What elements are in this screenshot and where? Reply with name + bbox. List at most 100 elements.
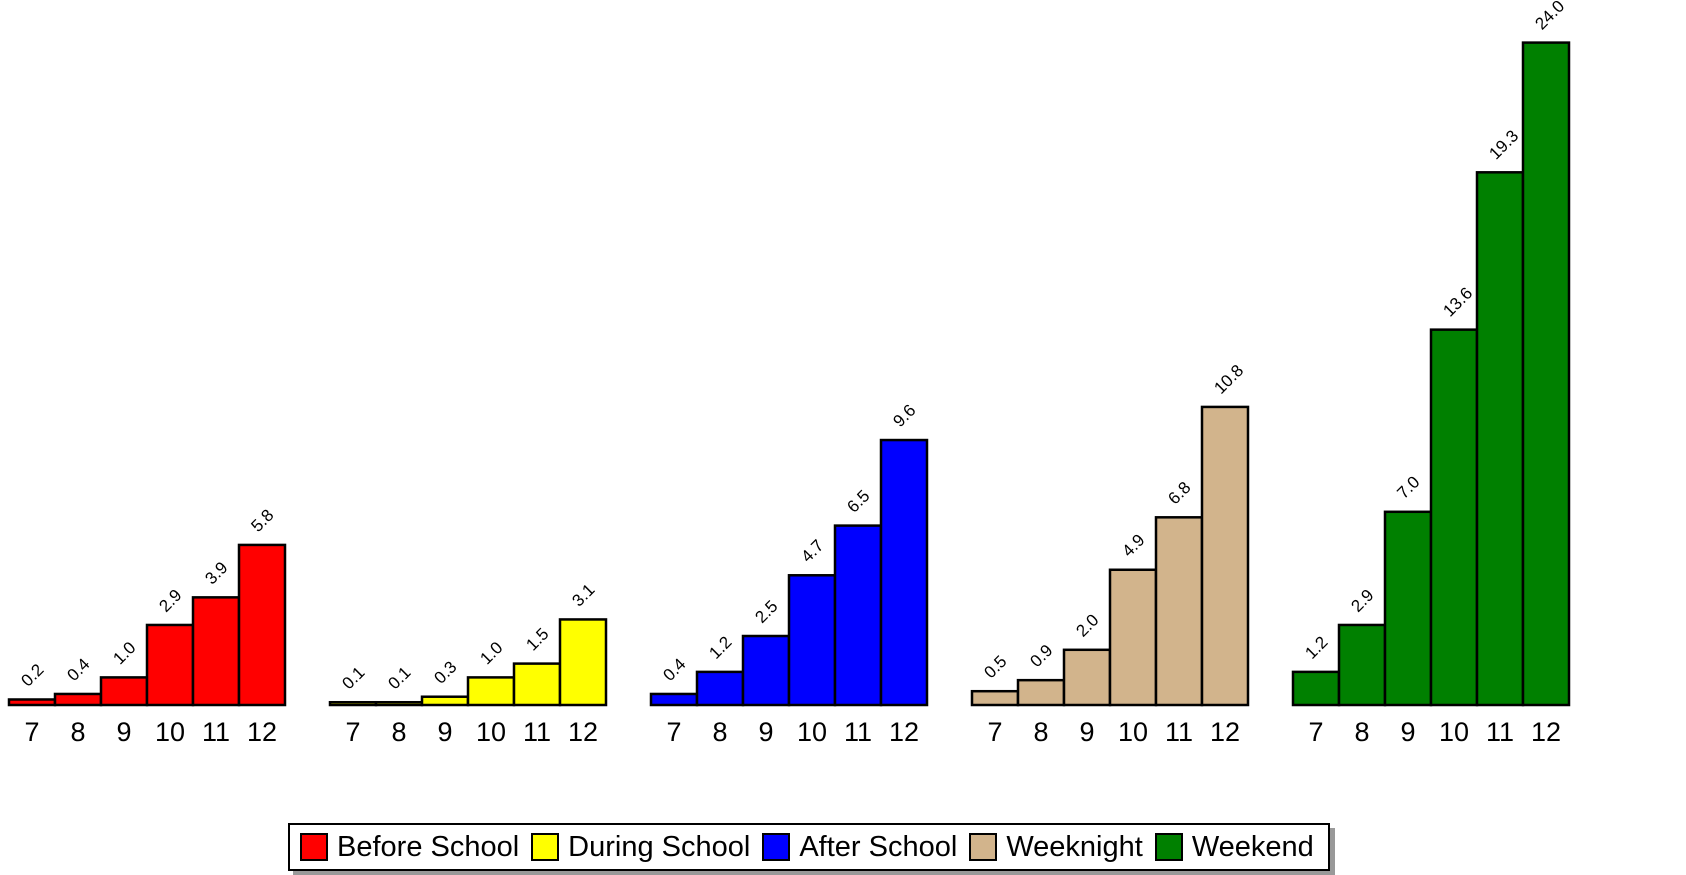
data-label: 6.5 (843, 486, 873, 516)
legend-item-weeknight: Weeknight (969, 831, 1143, 864)
bar-group-after-school: 0.4 7 1.2 8 2.5 9 4.7 10 6.5 11 9.6 12 (649, 401, 929, 747)
bar-during-school-9 (420, 695, 470, 707)
legend-label: Weeknight (1006, 830, 1143, 863)
data-label: 2.9 (1347, 586, 1377, 616)
data-label: 9.6 (889, 401, 919, 431)
x-tick-label: 9 (1400, 717, 1415, 747)
bar-weekend-11 (1475, 171, 1525, 707)
data-label: 3.1 (568, 580, 598, 610)
bar-weekend-9 (1383, 510, 1433, 707)
bar-before-school-9 (99, 676, 149, 707)
x-tick-label: 7 (24, 717, 39, 747)
x-tick-label: 11 (1486, 717, 1514, 747)
bar-after-school-7 (649, 692, 699, 707)
legend-swatch (969, 833, 998, 861)
legend-item-before-school: Before School (300, 831, 519, 864)
data-label: 24.0 (1531, 0, 1568, 33)
x-tick-label: 11 (202, 717, 230, 747)
x-tick-label: 8 (70, 717, 85, 747)
data-label: 19.3 (1485, 126, 1522, 163)
x-tick-label: 8 (391, 717, 406, 747)
x-tick-label: 12 (889, 717, 919, 747)
legend-swatch (1154, 833, 1183, 861)
legend-swatch (762, 833, 791, 861)
x-tick-label: 7 (1308, 717, 1323, 747)
data-label: 1.2 (705, 633, 735, 663)
data-label: 10.8 (1210, 361, 1247, 398)
legend-swatch (300, 833, 328, 861)
bar-after-school-8 (695, 670, 745, 707)
x-tick-label: 10 (1118, 717, 1148, 747)
x-tick-label: 7 (666, 717, 681, 747)
data-label: 5.8 (247, 506, 277, 536)
bar-after-school-11 (833, 524, 883, 707)
data-label: 2.0 (1072, 610, 1102, 640)
x-tick-label: 12 (1531, 717, 1561, 747)
x-tick-label: 11 (1165, 717, 1193, 747)
x-tick-label: 8 (1033, 717, 1048, 747)
bar-after-school-10 (787, 574, 837, 707)
legend-label: Before School (337, 830, 520, 863)
bar-weeknight-9 (1062, 648, 1112, 707)
legend-item-during-school: During School (531, 831, 750, 864)
x-tick-label: 11 (844, 717, 872, 747)
x-tick-label: 7 (987, 717, 1002, 747)
bar-weeknight-8 (1016, 678, 1066, 707)
data-label: 6.8 (1164, 478, 1194, 508)
bar-weekend-7 (1291, 670, 1341, 707)
bar-weekend-8 (1337, 623, 1387, 707)
data-label: 0.3 (430, 657, 460, 687)
data-label: 0.4 (63, 655, 93, 685)
x-tick-label: 10 (155, 717, 185, 747)
data-label: 4.9 (1118, 530, 1148, 560)
legend-label: Weekend (1191, 830, 1314, 863)
bar-before-school-8 (53, 692, 103, 707)
x-tick-label: 9 (437, 717, 452, 747)
data-label: 0.1 (384, 663, 414, 693)
data-label: 0.2 (17, 660, 47, 690)
x-tick-label: 8 (1354, 717, 1369, 747)
bar-weeknight-12 (1200, 405, 1250, 707)
bar-weeknight-10 (1108, 568, 1158, 707)
bar-during-school-7 (328, 700, 378, 707)
x-tick-label: 12 (1210, 717, 1240, 747)
bar-during-school-8 (374, 700, 424, 707)
bar-before-school-12 (237, 543, 287, 707)
data-label: 2.5 (751, 597, 781, 627)
x-tick-label: 10 (476, 717, 506, 747)
data-label: 2.9 (155, 586, 185, 616)
data-label: 1.0 (109, 638, 139, 668)
chart-legend: Before School During School After School We… (288, 823, 1330, 871)
bar-weeknight-7 (970, 689, 1020, 707)
bar-before-school-7 (7, 698, 57, 707)
x-tick-label: 12 (568, 717, 598, 747)
bar-group-weekend: 1.2 7 2.9 8 7.0 9 13.6 10 19.3 11 24.0 12 (1291, 0, 1571, 747)
data-label: 13.6 (1439, 284, 1476, 321)
legend-item-after-school: After School (762, 831, 957, 864)
bar-before-school-10 (145, 623, 195, 707)
data-label: 1.0 (476, 638, 506, 668)
legend-label: After School (799, 830, 958, 863)
x-tick-label: 7 (345, 717, 360, 747)
bar-during-school-12 (558, 618, 608, 707)
bar-during-school-10 (466, 676, 516, 707)
data-label: 0.9 (1026, 641, 1056, 671)
bar-before-school-11 (191, 596, 241, 707)
x-tick-label: 11 (523, 717, 551, 747)
x-tick-label: 9 (1079, 717, 1094, 747)
bar-group-weeknight: 0.5 7 0.9 8 2.0 9 4.9 10 6.8 11 10.8 12 (970, 361, 1250, 747)
x-tick-label: 10 (1439, 717, 1469, 747)
bar-group-during-school: 0.1 7 0.1 8 0.3 9 1.0 10 1.5 11 3.1 12 (328, 580, 608, 747)
x-tick-label: 9 (758, 717, 773, 747)
legend-label: During School (568, 830, 751, 863)
data-label: 0.1 (338, 663, 368, 693)
data-label: 4.7 (797, 536, 827, 566)
data-label: 3.9 (201, 558, 231, 588)
bar-after-school-12 (879, 438, 929, 707)
x-tick-label: 9 (116, 717, 131, 747)
bar-group-before-school: 0.2 7 0.4 8 1.0 9 2.9 10 3.9 11 5.8 12 (7, 506, 287, 747)
x-tick-label: 12 (247, 717, 277, 747)
bar-weekend-12 (1521, 41, 1571, 707)
data-label: 0.5 (980, 652, 1010, 682)
